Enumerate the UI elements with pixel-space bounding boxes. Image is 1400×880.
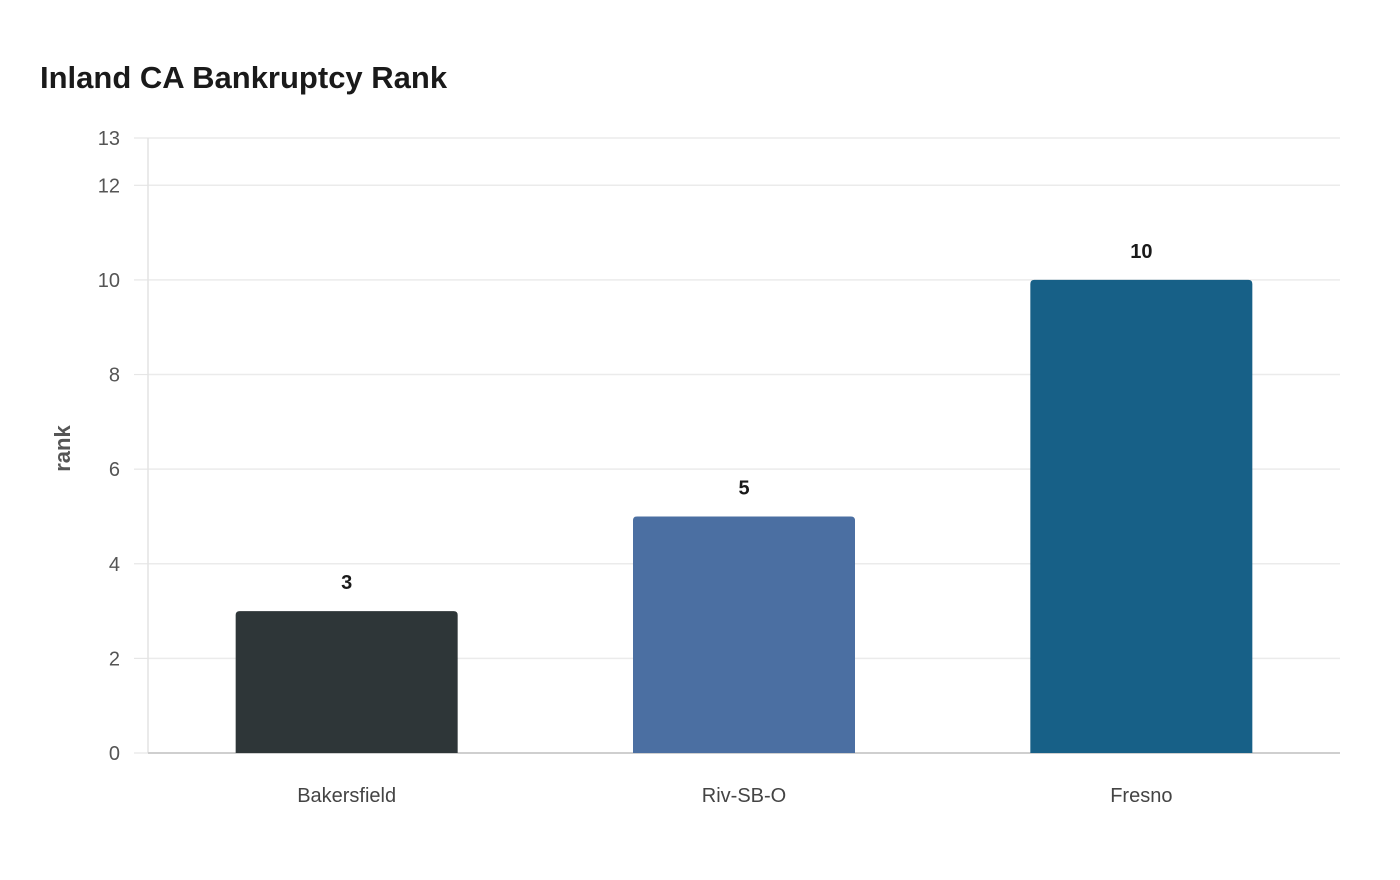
y-tick-label: 8 [109,365,120,387]
x-tick-label: Fresno [1110,785,1172,807]
y-tick-label: 6 [109,459,120,481]
x-tick-label: Riv-SB-O [702,785,786,807]
y-tick-label: 4 [109,554,120,576]
y-tick-label: 12 [98,175,120,197]
y-tick-label: 0 [109,743,120,765]
bar-fresno [1030,279,1253,753]
labels: 0 2 4 6 8 10 12 13 3 Bakersfield 5 Riv-SB-O 10 Fresno [98,128,1173,807]
bars [235,279,1253,753]
bar-riv-sb-o [633,516,855,753]
y-tick-label: 2 [109,648,120,670]
y-axis-title: rank [50,425,75,472]
y-tick-label: 10 [98,270,120,292]
y-tick-label: 13 [98,128,120,150]
chart-title: Inland CA Bankruptcy Rank [40,60,448,95]
data-label: 5 [738,477,749,499]
bar-bakersfield [235,611,458,753]
data-label: 10 [1130,241,1152,263]
data-label: 3 [341,572,352,594]
x-tick-label: Bakersfield [297,785,396,807]
